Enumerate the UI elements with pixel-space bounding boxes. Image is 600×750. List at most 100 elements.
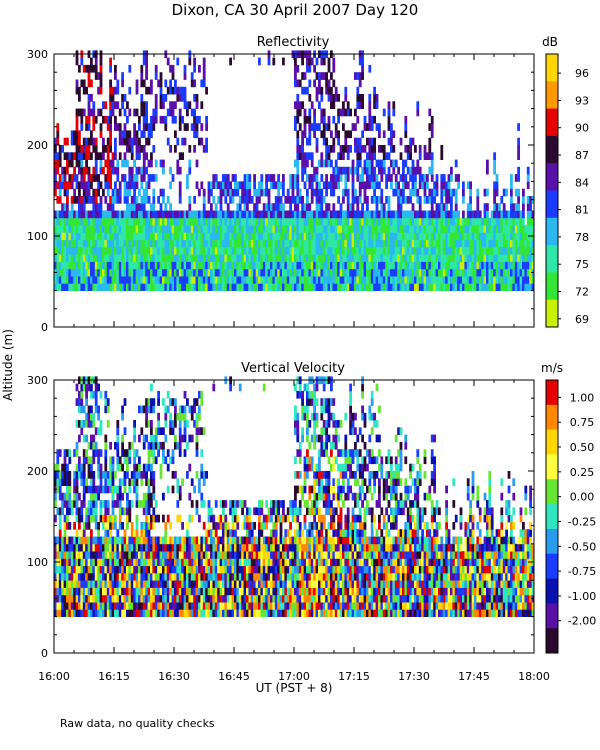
heatmap-cell xyxy=(414,276,417,284)
heatmap-cell xyxy=(315,225,319,233)
heatmap-cell xyxy=(322,261,326,270)
heatmap-cell xyxy=(327,246,331,255)
heatmap-cell xyxy=(183,94,187,102)
heatmap-cell xyxy=(207,500,211,508)
heatmap-cell xyxy=(193,268,196,277)
heatmap-cell xyxy=(169,456,172,465)
heatmap-cell xyxy=(334,246,338,255)
heatmap-cell xyxy=(399,268,403,277)
heatmap-cell xyxy=(174,268,177,277)
heatmap-cell xyxy=(500,261,504,270)
heatmap-cell xyxy=(92,580,96,588)
heatmap-cell xyxy=(94,137,98,146)
heatmap-cell xyxy=(114,239,117,248)
heatmap-cell xyxy=(195,159,199,168)
heatmap-cell xyxy=(512,232,516,241)
heatmap-cell xyxy=(106,594,110,603)
heatmap-cell xyxy=(488,283,492,291)
heatmap-cell xyxy=(116,188,120,197)
heatmap-cell xyxy=(178,268,182,277)
heatmap-cell xyxy=(190,587,194,596)
heatmap-cell xyxy=(330,72,333,80)
heatmap-cell xyxy=(404,232,408,241)
heatmap-cell xyxy=(109,594,112,603)
heatmap-cell xyxy=(529,246,532,255)
heatmap-cell xyxy=(481,239,484,248)
heatmap-cell xyxy=(387,137,391,146)
heatmap-cell xyxy=(154,64,158,73)
heatmap-cell xyxy=(118,254,122,262)
heatmap-cell xyxy=(301,283,304,291)
heatmap-cell xyxy=(174,130,177,139)
heatmap-cell xyxy=(186,261,189,270)
heatmap-cell xyxy=(111,551,115,559)
heatmap-cell xyxy=(255,196,259,204)
heatmap-cell xyxy=(462,246,465,255)
heatmap-cell xyxy=(75,130,79,139)
heatmap-cell xyxy=(174,587,177,596)
heatmap-cell xyxy=(82,602,86,610)
heatmap-cell xyxy=(145,398,148,406)
heatmap-cell xyxy=(459,225,463,233)
heatmap-cell xyxy=(99,536,103,545)
heatmap-cell xyxy=(402,239,405,248)
heatmap-cell xyxy=(392,217,396,226)
heatmap-cell xyxy=(370,217,374,226)
heatmap-cell xyxy=(363,268,367,277)
heatmap-cell xyxy=(109,86,112,95)
heatmap-cell xyxy=(114,254,117,262)
heatmap-cell xyxy=(207,572,211,581)
heatmap-cell xyxy=(447,225,451,233)
heatmap-cell xyxy=(164,609,168,617)
heatmap-cell xyxy=(90,210,93,219)
heatmap-cell xyxy=(154,101,158,109)
heatmap-cell xyxy=(178,572,182,581)
heatmap-cell xyxy=(322,239,326,248)
heatmap-cell xyxy=(325,181,328,190)
heatmap-cell xyxy=(387,123,391,131)
heatmap-cell xyxy=(339,166,343,175)
heatmap-cell xyxy=(130,609,134,617)
heatmap-cell xyxy=(351,239,355,248)
heatmap-cell xyxy=(205,261,208,270)
heatmap-cell xyxy=(418,145,422,153)
heatmap-cell xyxy=(68,225,72,233)
heatmap-cell xyxy=(495,188,499,197)
heatmap-cell xyxy=(457,217,460,226)
heatmap-cell xyxy=(200,101,204,109)
colorbar-segment xyxy=(546,135,558,164)
heatmap-cell xyxy=(58,196,62,204)
heatmap-cell xyxy=(438,276,441,284)
heatmap-cell xyxy=(210,514,213,523)
heatmap-cell xyxy=(178,152,182,160)
heatmap-cell xyxy=(198,254,201,262)
heatmap-cell xyxy=(351,210,355,219)
heatmap-cell xyxy=(85,507,88,516)
heatmap-cell xyxy=(97,551,100,559)
heatmap-cell xyxy=(332,232,336,241)
heatmap-cell xyxy=(212,580,216,588)
heatmap-cell xyxy=(421,217,424,226)
heatmap-cell xyxy=(66,188,69,197)
heatmap-cell xyxy=(154,456,158,465)
heatmap-cell xyxy=(118,543,122,552)
heatmap-cell xyxy=(94,580,98,588)
heatmap-cell xyxy=(200,500,204,508)
heatmap-cell xyxy=(133,174,136,182)
heatmap-cell xyxy=(382,225,386,233)
heatmap-cell xyxy=(133,217,136,226)
heatmap-cell xyxy=(106,137,110,146)
heatmap-cell xyxy=(435,239,439,248)
heatmap-cell xyxy=(190,239,194,248)
heatmap-cell xyxy=(435,283,439,291)
heatmap-cell xyxy=(157,572,160,581)
heatmap-cell xyxy=(298,210,302,219)
heatmap-cell xyxy=(478,283,482,291)
heatmap-cell xyxy=(61,572,64,581)
heatmap-cell xyxy=(272,276,276,284)
heatmap-cell xyxy=(428,108,432,117)
heatmap-cell xyxy=(361,268,364,277)
heatmap-cell xyxy=(243,225,247,233)
heatmap-cell xyxy=(498,246,501,255)
heatmap-cell xyxy=(402,254,405,262)
